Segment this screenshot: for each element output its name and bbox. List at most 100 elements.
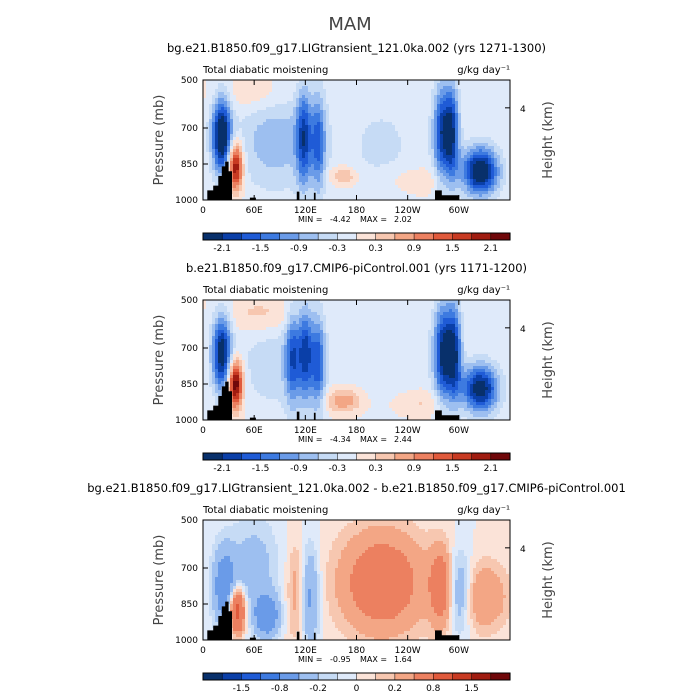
colorbar-label: 0.3 — [369, 244, 383, 254]
colorbar-swatch — [452, 452, 473, 461]
colorbar-swatch — [452, 672, 473, 681]
colorbar-swatch — [279, 672, 300, 681]
x-tick-label: 120W — [395, 426, 421, 436]
colorbar-frame — [202, 672, 511, 681]
colorbar-swatch — [317, 672, 338, 681]
chart-panel-3: bg.e21.B1850.f09_g17.LIGtransient_121.0k… — [87, 481, 626, 694]
colorbar-swatch — [471, 452, 492, 461]
colorbar-swatch — [279, 452, 300, 461]
y-tick-label: 500 — [181, 76, 198, 86]
colorbar-swatch — [471, 232, 492, 241]
colorbar-swatch — [433, 232, 453, 241]
colorbar-swatch — [241, 232, 262, 241]
x-tick-label: 60W — [449, 426, 469, 436]
colorbar-label: 0.9 — [407, 244, 422, 254]
colorbar-swatch — [375, 232, 396, 241]
colorbar-swatch — [337, 452, 358, 461]
colorbar-swatch — [202, 232, 223, 241]
panel-left-label: Total diabatic moistening — [202, 65, 328, 76]
colorbar-swatch — [471, 672, 492, 681]
x-tick-label: 120W — [395, 206, 421, 216]
colorbar-swatch — [433, 672, 453, 681]
y-tick-label: 500 — [181, 296, 198, 306]
x-tick-label: 0 — [200, 206, 206, 216]
colorbar-label: -0.2 — [309, 684, 327, 694]
colorbar-swatch — [260, 232, 281, 241]
colorbar-swatch — [413, 232, 434, 241]
panels: bg.e21.B1850.f09_g17.LIGtransient_121.0k… — [87, 41, 626, 694]
colorbar: -1.5 -0.8 -0.2 0 0.2 0.8 1.5 — [202, 672, 511, 694]
x-tick-label: 120E — [294, 646, 317, 656]
colorbar-swatch — [279, 232, 300, 241]
colorbar-label: -0.3 — [329, 464, 347, 474]
y-axis-label: Pressure (mb) — [152, 95, 167, 186]
colorbar-swatch — [221, 672, 242, 681]
stats-min-label: MIN = — [298, 215, 323, 224]
panel-units-label: g/kg day⁻¹ — [457, 65, 510, 76]
y2-tick-label: 4 — [520, 105, 526, 115]
colorbar-swatch — [221, 232, 242, 241]
stats-max-value: 1.64 — [394, 655, 412, 664]
colorbar-swatch — [394, 452, 415, 461]
panel-units-label: g/kg day⁻¹ — [457, 285, 510, 296]
colorbar-frame — [202, 452, 511, 461]
stats-max-label: MAX = — [360, 655, 387, 664]
x-tick-label: 0 — [200, 426, 206, 436]
stats-min-label: MIN = — [298, 435, 323, 444]
y-tick-label: 700 — [181, 124, 198, 134]
colorbar-label: 1.5 — [445, 244, 459, 254]
panel-left-label: Total diabatic moistening — [202, 285, 328, 296]
colorbar-label: -2.1 — [213, 244, 231, 254]
colorbar-label: -1.5 — [233, 684, 251, 694]
colorbar-swatch — [260, 452, 281, 461]
x-tick-label: 120W — [395, 646, 421, 656]
stats-min-value: -4.34 — [330, 435, 351, 444]
colorbar-label: -0.9 — [290, 464, 308, 474]
colorbar-label: 1.5 — [445, 464, 459, 474]
colorbar-swatch — [452, 232, 473, 241]
colorbar-label: 2.1 — [484, 464, 498, 474]
y-axis-label: Pressure (mb) — [152, 535, 167, 626]
colorbar-swatch — [356, 452, 377, 461]
y2-tick-label: 4 — [520, 545, 526, 555]
colorbar-swatch — [394, 232, 415, 241]
colorbar-swatch — [317, 452, 338, 461]
stats-min-label: MIN = — [298, 655, 323, 664]
colorbar: -2.1 -1.5 -0.9 -0.3 0.3 0.9 1.5 2.1 — [202, 232, 511, 254]
x-tick-label: 180 — [348, 426, 365, 436]
stats-min-value: -4.42 — [330, 215, 351, 224]
stats-min-value: -0.95 — [330, 655, 351, 664]
colorbar-label: 2.1 — [484, 244, 498, 254]
colorbar-label: -1.5 — [252, 244, 270, 254]
y2-axis-label: Height (km) — [541, 101, 556, 178]
y-tick-label: 1000 — [175, 196, 198, 206]
colorbar-swatch — [202, 452, 223, 461]
colorbar-swatch — [490, 452, 511, 461]
x-tick-label: 60W — [449, 646, 469, 656]
y-tick-label: 850 — [181, 600, 198, 610]
colorbar-label: -0.8 — [271, 684, 289, 694]
chart-panel-2: b.e21.B1850.f09_g17.CMIP6-piControl.001 … — [152, 261, 556, 474]
x-tick-label: 0 — [200, 646, 206, 656]
y2-axis-label: Height (km) — [541, 541, 556, 618]
x-tick-label: 60E — [246, 646, 263, 656]
colorbar-swatch — [375, 452, 396, 461]
colorbar-label: 0.8 — [426, 684, 441, 694]
colorbar-swatch — [433, 452, 453, 461]
colorbar-swatch — [337, 672, 358, 681]
colorbar-frame — [202, 232, 511, 241]
y2-axis-label: Height (km) — [541, 321, 556, 398]
x-tick-label: 180 — [348, 646, 365, 656]
colorbar-label: 1.5 — [464, 684, 478, 694]
colorbar-swatch — [202, 672, 223, 681]
colorbar-swatch — [490, 672, 511, 681]
colorbar-swatch — [394, 672, 415, 681]
colorbar-swatch — [413, 452, 434, 461]
colorbar-label: -0.3 — [329, 244, 347, 254]
y-tick-label: 1000 — [175, 416, 198, 426]
season-title: MAM — [328, 14, 371, 35]
colorbar-swatch — [375, 672, 396, 681]
panel-title: b.e21.B1850.f09_g17.CMIP6-piControl.001 … — [186, 261, 527, 275]
colorbar-swatch — [337, 232, 358, 241]
panel-title: bg.e21.B1850.f09_g17.LIGtransient_121.0k… — [167, 41, 546, 55]
